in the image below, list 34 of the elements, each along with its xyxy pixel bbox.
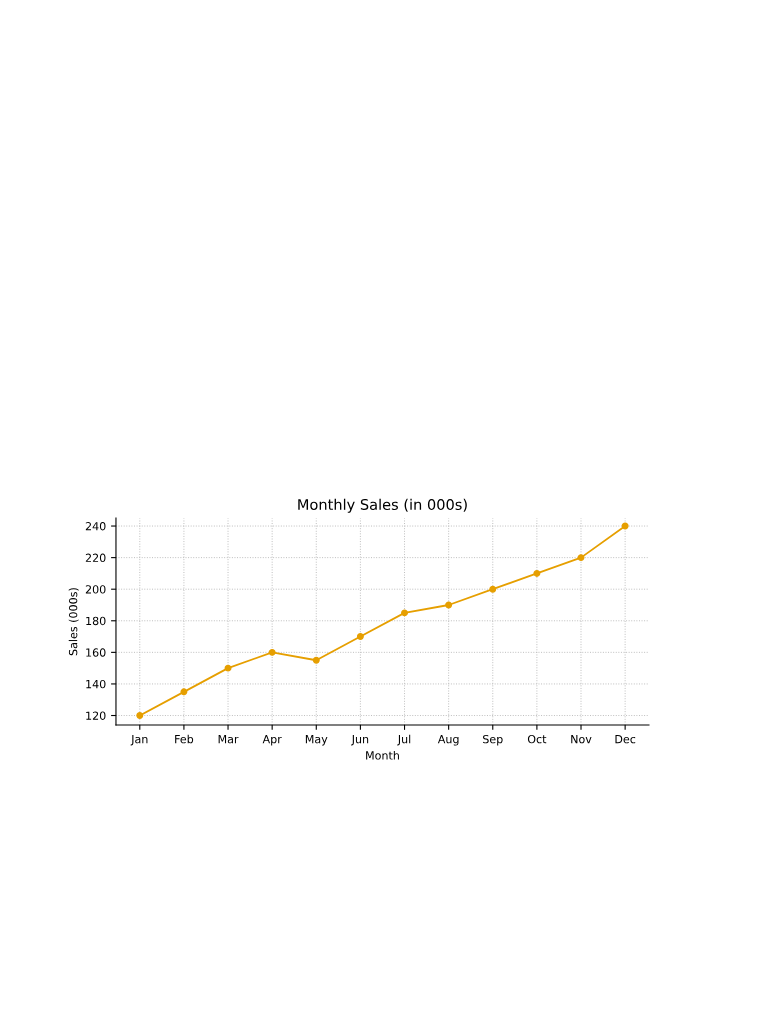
y-tick-label: 180 <box>86 616 106 626</box>
y-tick-label: 120 <box>86 711 106 720</box>
point <box>356 633 364 641</box>
point <box>180 688 188 696</box>
point <box>489 585 497 593</box>
x-tick-label: Jun <box>351 735 369 746</box>
y-tick-label: 140 <box>86 679 106 689</box>
x-tick-label: Mar <box>218 735 239 744</box>
y-tick-label: 200 <box>85 585 106 594</box>
point <box>268 648 276 656</box>
x-axis-title: Month <box>366 751 399 760</box>
chart-title: Monthly Sales (in 000s) <box>298 498 467 513</box>
x-tick-label: Nov <box>571 735 592 744</box>
point <box>533 569 541 577</box>
y-tick-label: 160 <box>86 648 106 657</box>
x-tick-label: Jul <box>397 734 411 746</box>
x-tick-label: Sep <box>483 734 503 746</box>
point <box>312 656 320 664</box>
x-tick-label: Apr <box>262 735 282 746</box>
x-tick-label: Oct <box>527 734 547 744</box>
point <box>445 601 453 609</box>
point <box>224 664 232 672</box>
x-tick-label: May <box>305 735 328 746</box>
x-tick-label: Jan <box>130 735 148 746</box>
point <box>136 712 144 719</box>
x-tick-label: Dec <box>615 735 636 744</box>
y-axis-title: Sales (000s) <box>68 588 79 656</box>
x-tick-label: Aug <box>437 735 459 746</box>
y-tick-label: 240 <box>85 522 106 531</box>
point <box>577 554 585 562</box>
point <box>621 522 629 530</box>
point <box>401 609 408 617</box>
x-tick-label: Feb <box>175 734 194 744</box>
y-tick-label: 220 <box>85 553 106 562</box>
